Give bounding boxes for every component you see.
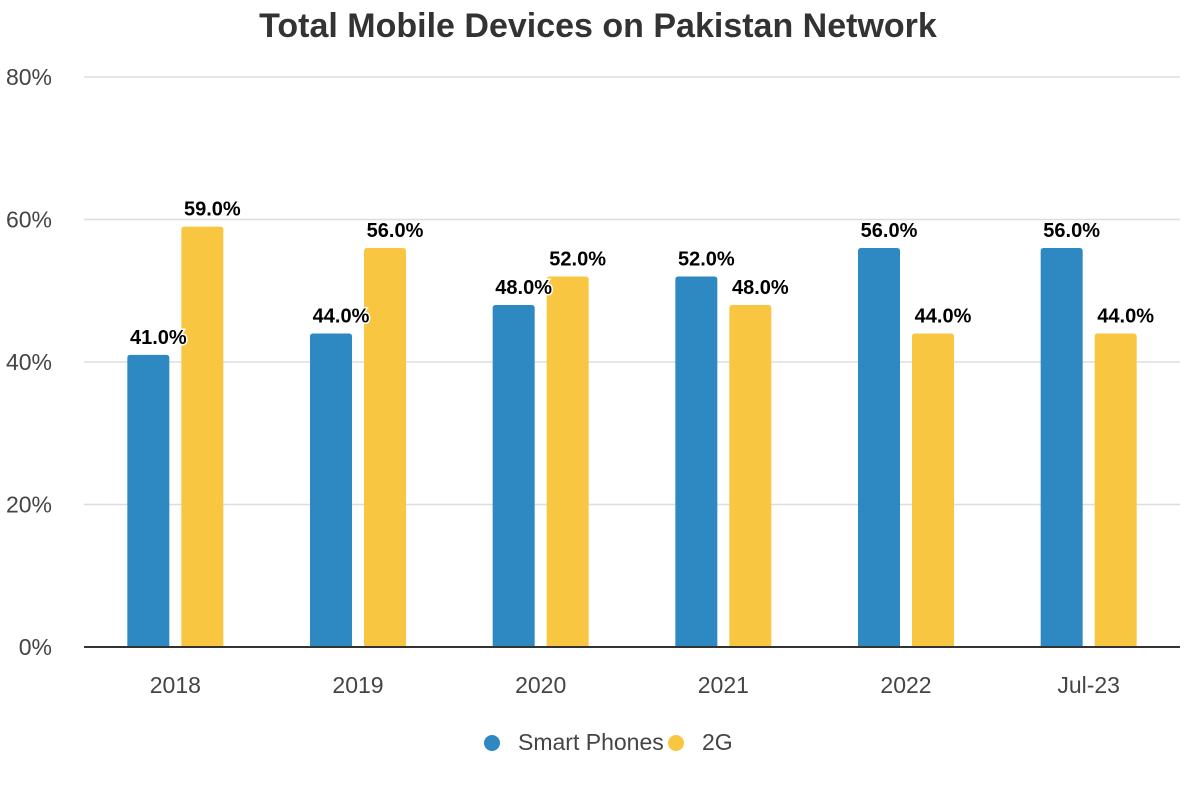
- x-tick-label: Jul-23: [1057, 672, 1120, 698]
- x-tick-label: 2019: [332, 672, 383, 698]
- data-labels: 41.0% 59.0% 44.0% 56.0% 48.0% 52.0% 52.0% 48.0%…: [128, 197, 1155, 350]
- bar: [546, 276, 589, 647]
- data-label: 44.0%: [313, 306, 370, 328]
- data-label: 59.0%: [184, 199, 241, 221]
- y-tick-label: 20%: [6, 492, 52, 518]
- y-tick-label: 0%: [19, 634, 52, 660]
- y-tick-label: 40%: [6, 349, 52, 375]
- chart-title: Total Mobile Devices on Pakistan Network: [259, 7, 937, 45]
- x-tick-label: 2022: [880, 672, 931, 698]
- legend-marker: [484, 735, 500, 751]
- legend-label: Smart Phones: [518, 729, 664, 755]
- data-label: 44.0%: [1097, 306, 1154, 328]
- data-label: 48.0%: [495, 277, 552, 299]
- data-label: 41.0%: [130, 327, 187, 349]
- bar: [492, 305, 535, 647]
- bars: [127, 226, 1137, 647]
- data-label: 56.0%: [1043, 220, 1100, 242]
- y-tick-label: 60%: [6, 207, 52, 233]
- y-tick-label: 80%: [6, 64, 52, 90]
- bar: [127, 354, 170, 647]
- data-label: 52.0%: [549, 249, 606, 271]
- bar: [912, 333, 954, 647]
- bar: [364, 248, 406, 647]
- bar: [181, 226, 224, 647]
- bar: [675, 276, 718, 647]
- bar: [1040, 248, 1083, 647]
- legend: Smart Phones 2G: [484, 729, 733, 755]
- x-tick-label: 2020: [515, 672, 566, 698]
- x-tick-label: 2018: [150, 672, 201, 698]
- x-tick-label: 2021: [698, 672, 749, 698]
- x-axis: 2018 2019 2020 2021 2022 Jul-23: [150, 672, 1120, 698]
- data-label: 52.0%: [678, 249, 735, 271]
- bar: [729, 305, 772, 647]
- data-label: 56.0%: [861, 220, 918, 242]
- y-axis: 0% 20% 40% 60% 80%: [6, 64, 52, 660]
- legend-marker: [668, 735, 684, 751]
- bar: [310, 333, 352, 647]
- gridlines: [84, 76, 1180, 506]
- bar: [1094, 333, 1137, 647]
- data-label: 56.0%: [367, 220, 424, 242]
- legend-label: 2G: [702, 729, 733, 755]
- bar: [858, 248, 900, 647]
- data-label: 44.0%: [915, 306, 972, 328]
- data-label: 48.0%: [732, 277, 789, 299]
